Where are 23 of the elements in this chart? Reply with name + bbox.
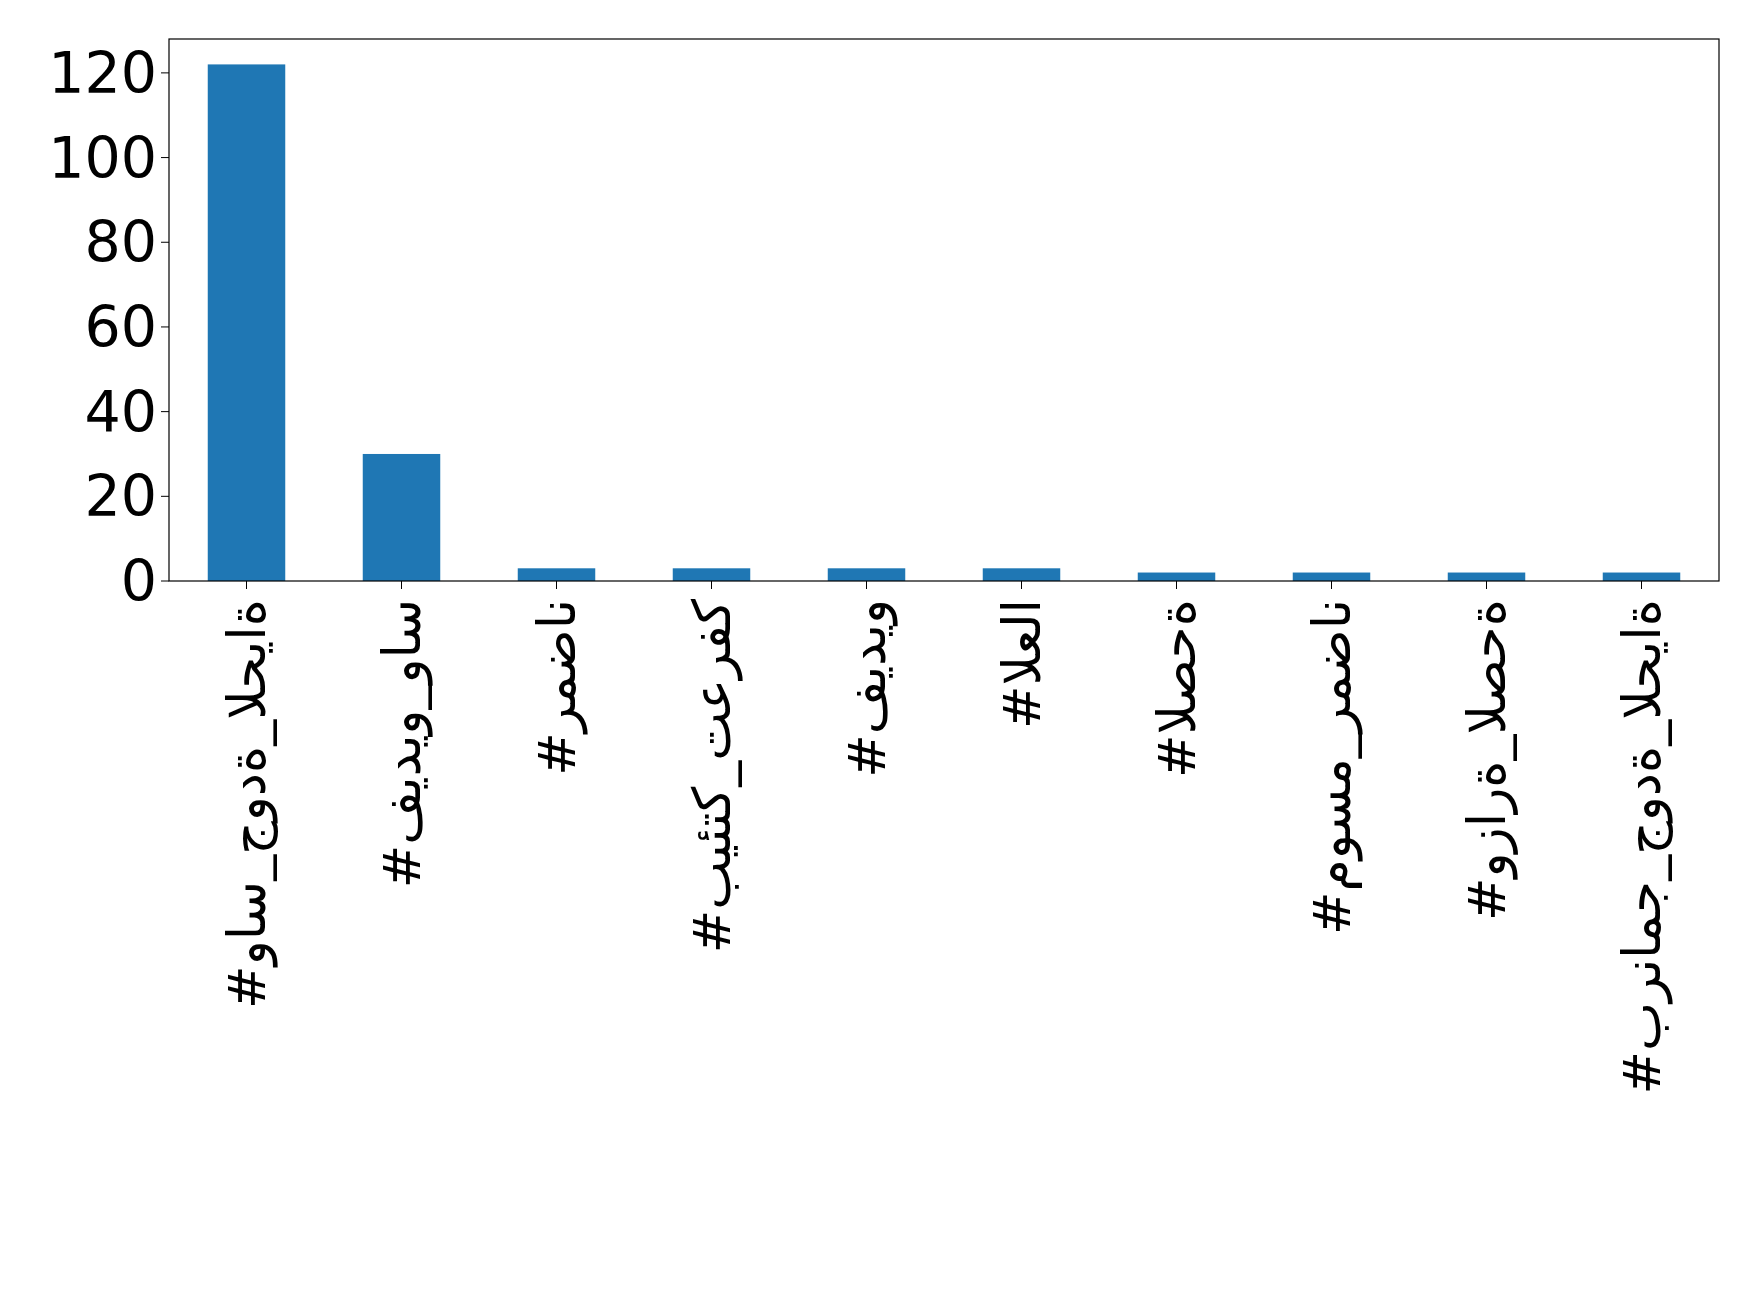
- bar: [672, 568, 751, 581]
- y-tick-label: 100: [48, 124, 157, 191]
- x-tick-label: #برنامج_جودة_الحياة: [1611, 599, 1673, 1095]
- bar: [827, 568, 906, 581]
- y-tick-label: 0: [120, 547, 157, 614]
- x-tick-label: #رمضان: [526, 599, 588, 776]
- x-tick-label: #الصحة: [1146, 599, 1207, 779]
- bar: [982, 568, 1061, 581]
- y-tick-label: 60: [84, 293, 157, 360]
- bar: [517, 568, 596, 581]
- bar: [362, 453, 441, 581]
- x-tick-label: #موسم_رمضان: [1301, 599, 1363, 936]
- x-tick-label: #فيديو_واس: [371, 599, 433, 889]
- x-tick-label: #وزارة_الصحة: [1456, 599, 1518, 922]
- y-tick-label: 40: [84, 378, 157, 445]
- y-tick-label: 80: [84, 209, 157, 276]
- x-tick-label: #العلا: [991, 599, 1052, 729]
- x-tick-label: #بيئتك_تعرفك: [681, 598, 743, 954]
- y-tick-label: 120: [48, 39, 157, 106]
- y-tick-label: 20: [84, 463, 157, 530]
- bar: [207, 64, 286, 581]
- x-tick-label: #واس_جودة_الحياة: [216, 599, 278, 1009]
- x-tick-label: #فيديو: [836, 599, 898, 778]
